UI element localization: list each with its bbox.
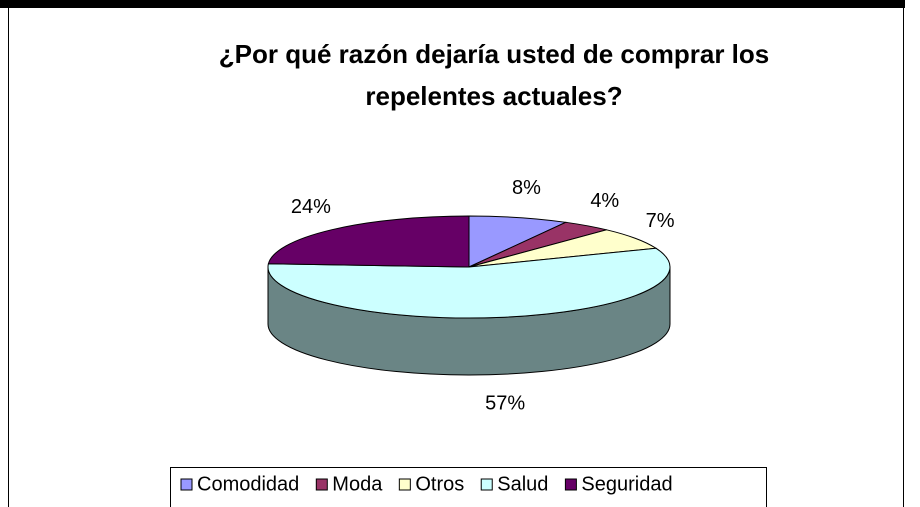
data-label: 4% xyxy=(590,190,619,212)
legend-label: Seguridad xyxy=(581,473,672,495)
legend-swatch xyxy=(564,478,577,491)
chart-title: ¿Por qué razón dejaría usted de comprar … xyxy=(219,39,769,69)
chart-title: repelentes actuales? xyxy=(365,81,622,111)
legend-swatch xyxy=(480,478,493,491)
legend-label: Salud xyxy=(497,473,548,495)
pie-slice xyxy=(267,215,470,268)
pie-slice xyxy=(468,215,568,268)
data-label: 8% xyxy=(512,177,541,199)
data-label: 7% xyxy=(646,210,675,232)
data-label: 57% xyxy=(485,392,525,414)
legend-label: Otros xyxy=(415,473,464,495)
legend-swatch xyxy=(180,478,193,491)
legend-swatch xyxy=(315,478,328,491)
data-label: 24% xyxy=(291,196,331,218)
legend-box xyxy=(170,467,767,507)
legend-label: Moda xyxy=(332,473,383,495)
legend-label: Comodidad xyxy=(197,473,299,495)
top-bar xyxy=(0,0,905,8)
legend-swatch xyxy=(398,478,411,491)
